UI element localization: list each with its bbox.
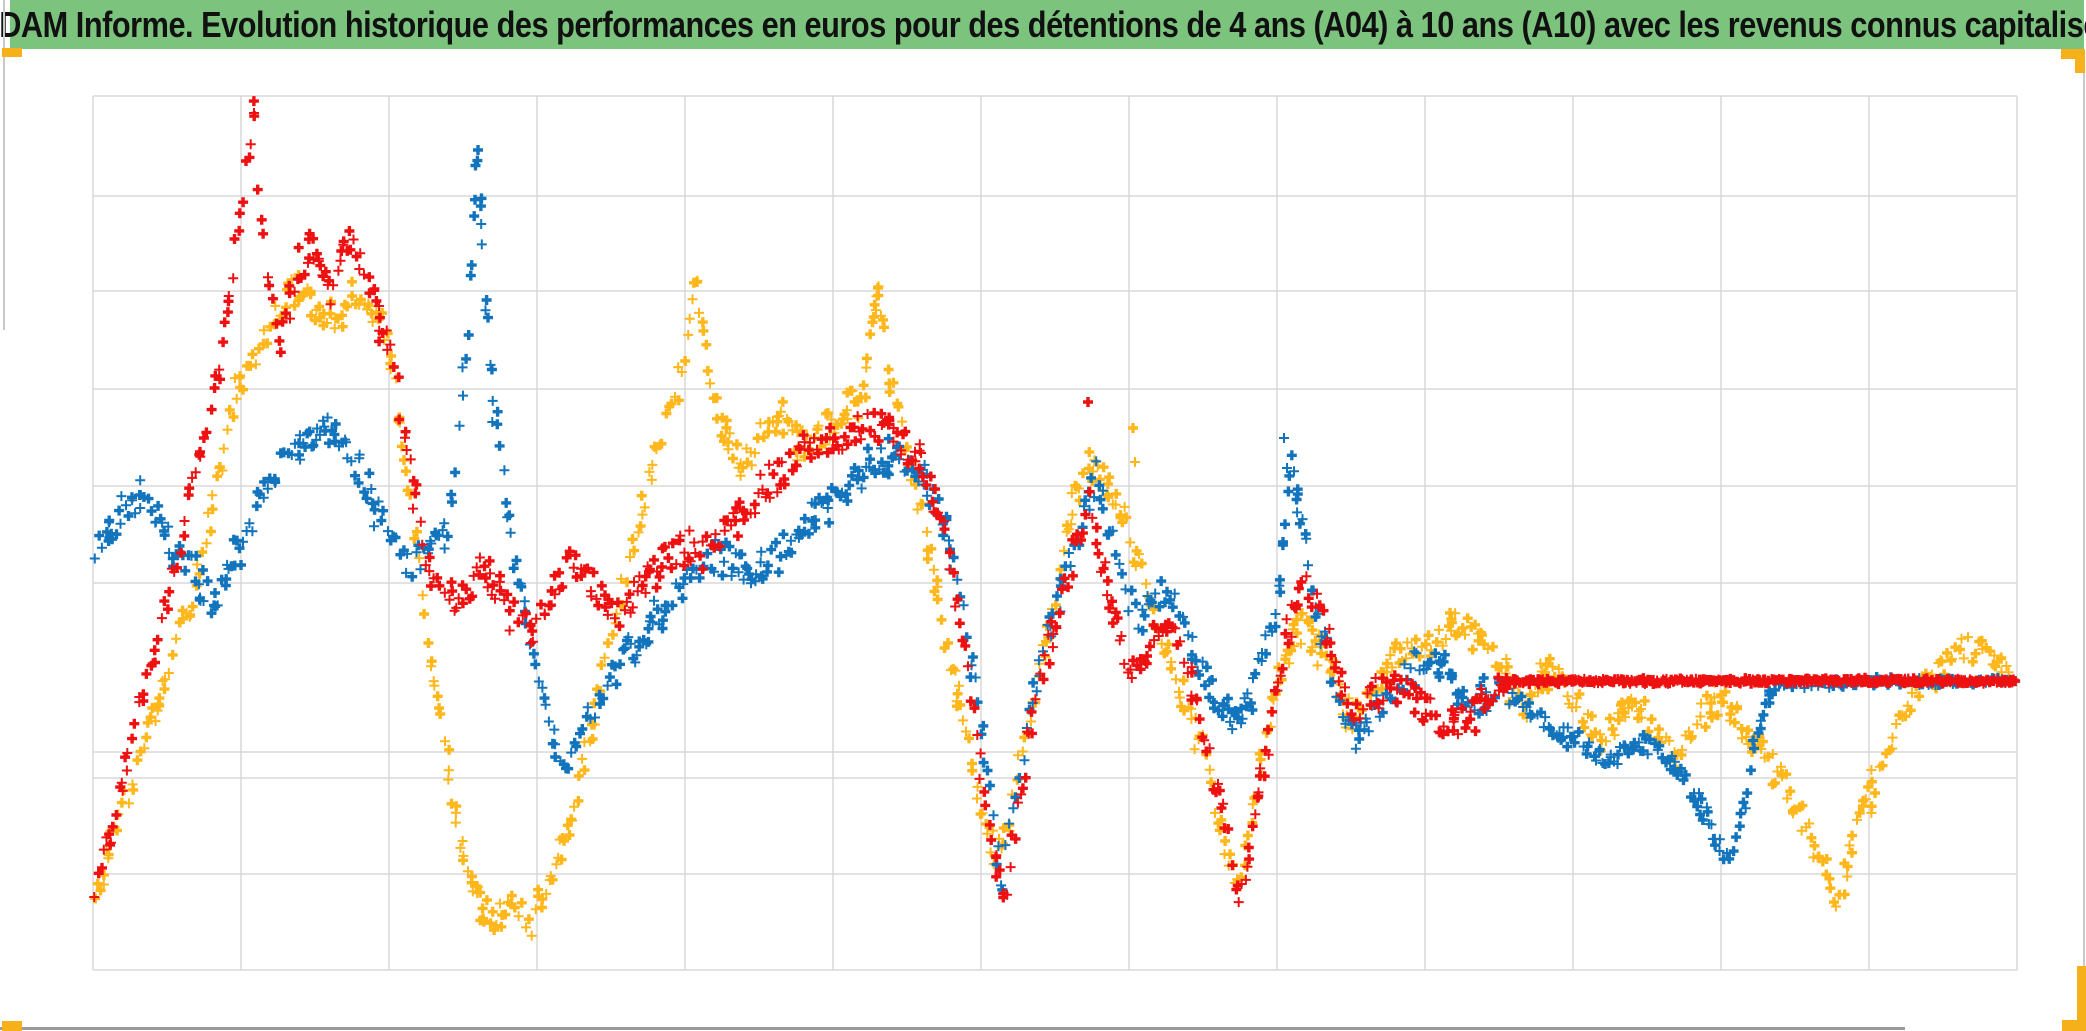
chart-gridlines [92,95,2018,971]
slide-left-edge [3,0,5,330]
slide-right-edge [2083,62,2085,1031]
scatter-red-series [89,96,2021,908]
scatter-gold-series-markers [98,274,2014,941]
scatter-blue-series [89,145,2021,899]
scatter-gold-series [90,270,2014,941]
slide-title: ADAM Informe. Evolution historique des p… [0,3,2086,45]
scatter-red-series-markers [89,108,2019,908]
scatter-red-series-markers [93,96,2021,903]
scatter-gold-series-markers [90,270,2007,935]
title-banner: ADAM Informe. Evolution historique des p… [0,0,2086,49]
corner-mark-top-right-horizontal [2061,49,2085,59]
corner-mark-top-left [2,48,22,57]
corner-mark-bottom-left [2,1021,22,1031]
corner-mark-bottom-right-vertical [2077,966,2086,1031]
chart-series-layer [89,96,2021,941]
corner-mark-top-right-vertical [2075,49,2085,73]
scatter-blue-series-markers [94,145,2021,895]
slide-bottom-edge [0,1027,1905,1030]
corner-mark-bottom-right-horizontal [2062,1020,2086,1031]
